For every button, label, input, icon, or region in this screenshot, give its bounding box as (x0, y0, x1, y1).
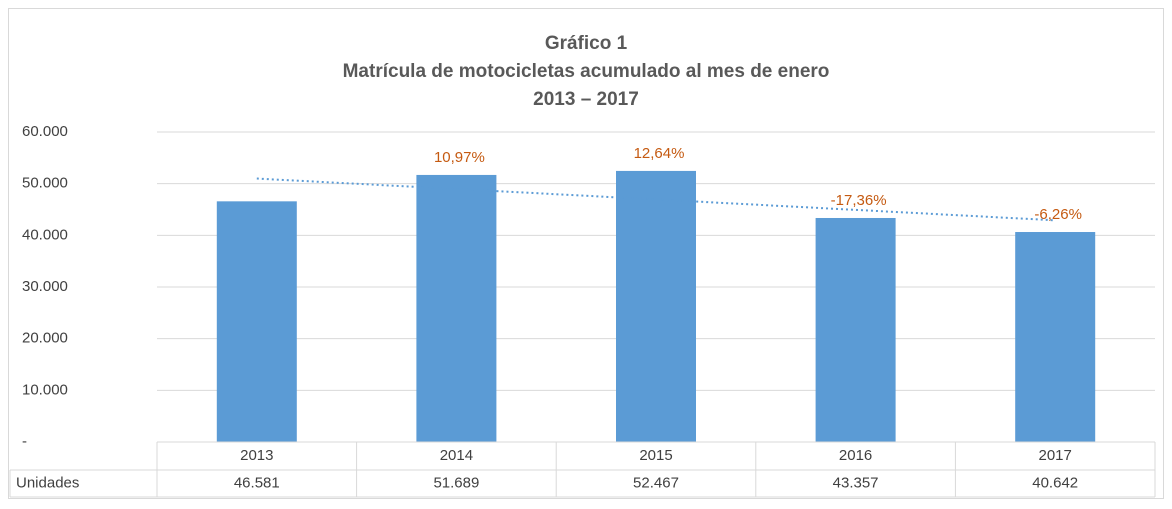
table-value: 43.357 (833, 474, 879, 491)
y-tick-label: - (22, 433, 27, 450)
x-tick-label: 2017 (1039, 447, 1072, 464)
annotation: -6,26% (1034, 206, 1082, 223)
legend-label: Unidades (16, 474, 79, 491)
annotation: 10,97% (434, 149, 485, 166)
table-value: 51.689 (433, 474, 479, 491)
annotation: -17,36% (831, 192, 887, 209)
y-tick-label: 30.000 (22, 278, 68, 295)
bar (616, 170, 696, 442)
y-tick-label: 20.000 (22, 330, 68, 347)
bar (216, 201, 297, 442)
bar (1015, 232, 1096, 442)
y-tick-label: 10.000 (22, 381, 68, 398)
y-tick-label: 50.000 (22, 175, 68, 192)
chart-title: Gráfico 1 (545, 33, 628, 54)
chart-subtitle: 2013 – 2017 (533, 89, 639, 110)
bar (815, 217, 896, 442)
annotation: 12,64% (634, 145, 685, 162)
chart-subtitle: Matrícula de motocicletas acumulado al m… (343, 61, 830, 82)
table-value: 46.581 (234, 474, 280, 491)
trendline (256, 177, 1056, 222)
bar (416, 174, 497, 442)
y-tick-label: 60.000 (22, 123, 68, 140)
x-tick-label: 2015 (639, 447, 672, 464)
chart-border (8, 8, 1164, 499)
table-value: 40.642 (1032, 474, 1078, 491)
y-tick-label: 40.000 (22, 226, 68, 243)
x-tick-label: 2014 (440, 447, 473, 464)
x-tick-label: 2013 (240, 447, 273, 464)
table-value: 52.467 (633, 474, 679, 491)
x-tick-label: 2016 (839, 447, 872, 464)
